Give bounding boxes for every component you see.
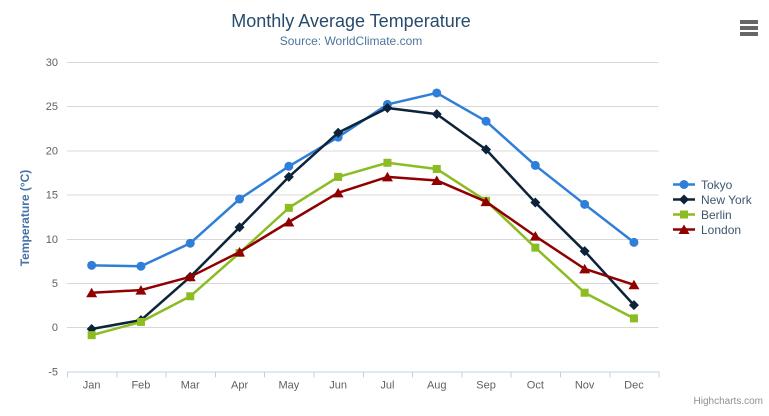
data-point-new-york[interactable]: [628, 300, 639, 311]
x-axis-label: Feb: [131, 379, 150, 391]
x-axis-label: Apr: [231, 379, 248, 391]
legend-marker-diamond-icon: [673, 194, 695, 205]
data-point-new-york[interactable]: [579, 246, 590, 257]
data-point-tokyo[interactable]: [432, 88, 442, 98]
data-point-tokyo[interactable]: [580, 199, 590, 209]
data-point-london[interactable]: [184, 271, 196, 282]
legend-label: London: [701, 222, 742, 237]
chart-title: Monthly Average Temperature: [231, 11, 471, 31]
x-axis-label: Nov: [575, 379, 595, 391]
data-point-berlin[interactable]: [284, 203, 293, 212]
data-point-tokyo[interactable]: [235, 194, 245, 204]
data-point-new-york[interactable]: [431, 109, 442, 120]
series-line-tokyo[interactable]: [90, 91, 636, 268]
x-axis-label: Sep: [476, 379, 496, 391]
legend-symbol[interactable]: [679, 194, 689, 205]
hamburger-bar: [740, 20, 758, 24]
y-axis-label: 0: [52, 322, 58, 334]
legend-symbol[interactable]: [680, 210, 688, 219]
y-axis-label: -5: [48, 366, 58, 378]
data-point-tokyo[interactable]: [284, 161, 294, 171]
y-axis-label: 30: [46, 57, 58, 69]
legend-item-berlin[interactable]: Berlin: [672, 207, 752, 222]
data-point-berlin[interactable]: [383, 158, 392, 167]
data-point-berlin[interactable]: [580, 288, 589, 297]
data-point-london[interactable]: [480, 196, 492, 207]
chart-subtitle: Source: WorldClimate.com: [279, 34, 423, 48]
data-point-new-york[interactable]: [481, 144, 492, 155]
data-point-tokyo[interactable]: [185, 238, 195, 248]
series-line-london[interactable]: [90, 175, 636, 294]
x-axis-label: Dec: [624, 379, 644, 391]
data-point-london[interactable]: [431, 175, 443, 185]
x-axis-label: Mar: [181, 379, 200, 391]
series-line-new-york[interactable]: [90, 106, 636, 331]
series-line-berlin[interactable]: [90, 161, 636, 337]
data-point-berlin[interactable]: [432, 164, 441, 173]
data-point-berlin[interactable]: [186, 292, 195, 301]
legend-item-london[interactable]: London: [672, 222, 752, 237]
data-point-berlin[interactable]: [136, 317, 145, 326]
x-axis-label: Jul: [380, 379, 394, 391]
legend-label: Tokyo: [701, 177, 733, 192]
hamburger-bar: [740, 26, 758, 30]
data-point-london[interactable]: [234, 247, 246, 257]
data-point-tokyo[interactable]: [530, 160, 540, 170]
data-point-london[interactable]: [628, 279, 640, 290]
data-point-tokyo[interactable]: [87, 260, 97, 270]
data-point-london[interactable]: [283, 217, 295, 227]
x-axis-label: Jan: [83, 379, 101, 391]
hamburger-menu-icon[interactable]: [740, 20, 758, 36]
legend-item-tokyo[interactable]: Tokyo: [672, 177, 752, 192]
data-point-london[interactable]: [86, 287, 98, 298]
data-point-new-york[interactable]: [333, 127, 344, 138]
x-axis-label: May: [278, 379, 299, 391]
data-point-london[interactable]: [135, 285, 147, 295]
legend-marker-circle-icon: [673, 180, 695, 189]
data-point-tokyo[interactable]: [136, 261, 146, 271]
x-axis-label: Aug: [427, 379, 447, 391]
y-axis-label: 10: [46, 234, 58, 246]
data-point-berlin[interactable]: [87, 331, 96, 340]
legend-item-new-york[interactable]: New York: [672, 192, 752, 207]
data-point-london[interactable]: [332, 187, 344, 198]
data-point-new-york[interactable]: [283, 171, 294, 182]
data-point-tokyo[interactable]: [481, 116, 491, 126]
data-point-london[interactable]: [529, 231, 541, 241]
data-point-london[interactable]: [381, 171, 393, 182]
data-point-berlin[interactable]: [334, 172, 343, 181]
data-point-new-york[interactable]: [382, 102, 393, 113]
legend-symbol[interactable]: [679, 180, 689, 189]
data-point-berlin[interactable]: [629, 314, 638, 323]
legend-marker-square-icon: [673, 210, 695, 219]
hamburger-bar: [740, 32, 758, 36]
y-axis-label: 5: [52, 278, 58, 290]
legend: Tokyo New York Berlin London: [672, 177, 752, 237]
y-axis-label: 25: [46, 101, 58, 113]
highcharts-credit[interactable]: Highcharts.com: [693, 396, 763, 407]
y-axis-label: 15: [46, 190, 58, 202]
data-point-tokyo[interactable]: [629, 237, 639, 247]
y-axis-label: 20: [46, 145, 58, 157]
data-point-new-york[interactable]: [234, 222, 245, 233]
legend-marker-triangle-icon: [673, 224, 695, 235]
data-point-london[interactable]: [579, 263, 591, 274]
legend-label: New York: [701, 192, 752, 207]
legend-symbol[interactable]: [678, 224, 690, 235]
x-axis-label: Oct: [527, 379, 544, 391]
legend-label: Berlin: [701, 207, 732, 222]
data-point-berlin[interactable]: [531, 243, 540, 252]
x-axis-label: Jun: [329, 379, 347, 391]
data-point-new-york[interactable]: [530, 197, 541, 208]
